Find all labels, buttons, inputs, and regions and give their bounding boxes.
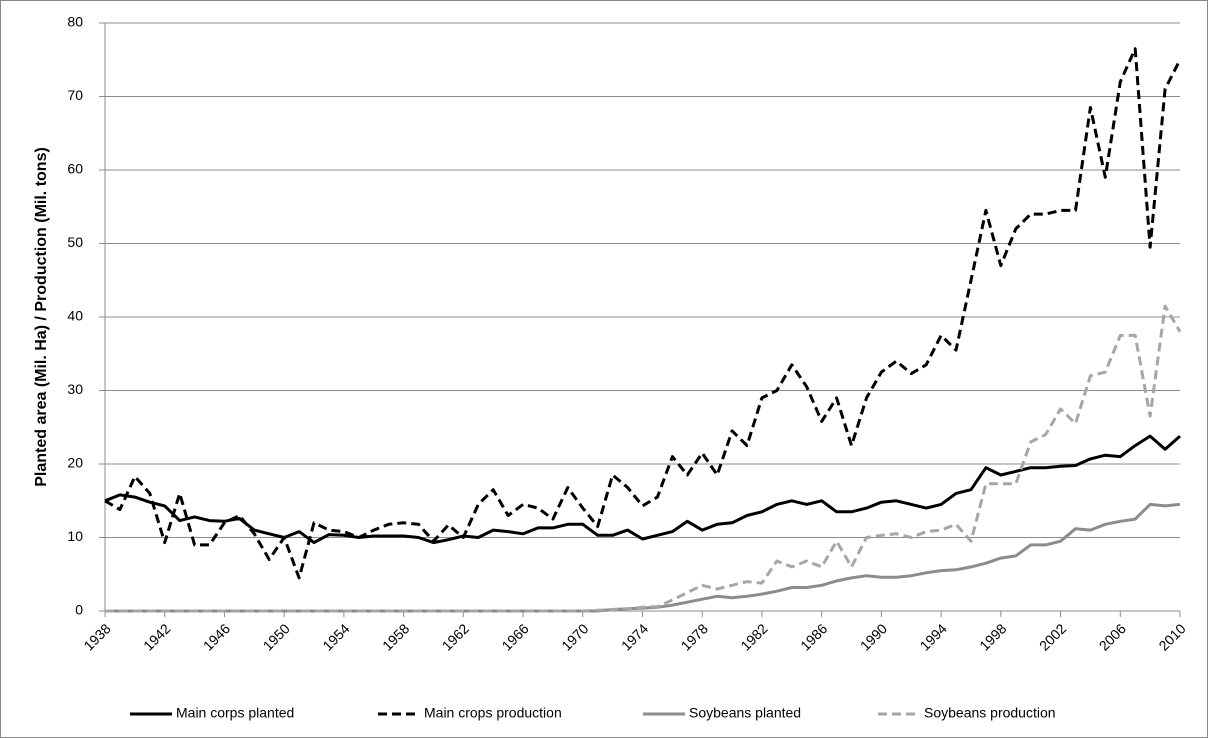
y-tick-label: 60 — [67, 161, 83, 177]
y-tick-label: 80 — [67, 14, 83, 30]
y-tick-label: 30 — [67, 381, 83, 397]
legend-label: Main crops production — [424, 705, 562, 721]
y-tick-label: 10 — [67, 528, 83, 544]
legend-label: Soybeans production — [924, 705, 1056, 721]
series-line — [105, 304, 1182, 613]
y-tick-label: 40 — [67, 308, 83, 324]
y-tick-label: 50 — [67, 234, 83, 250]
y-axis-title: Planted area (Mil. Ha) / Production (Mil… — [33, 147, 50, 487]
series-line — [104, 47, 1182, 580]
legend-label: Main corps planted — [176, 705, 294, 721]
y-tick-label: 70 — [67, 87, 83, 103]
y-tick-label: 20 — [67, 455, 83, 471]
legend-label: Soybeans planted — [689, 705, 801, 721]
y-tick-label: 0 — [75, 602, 83, 618]
